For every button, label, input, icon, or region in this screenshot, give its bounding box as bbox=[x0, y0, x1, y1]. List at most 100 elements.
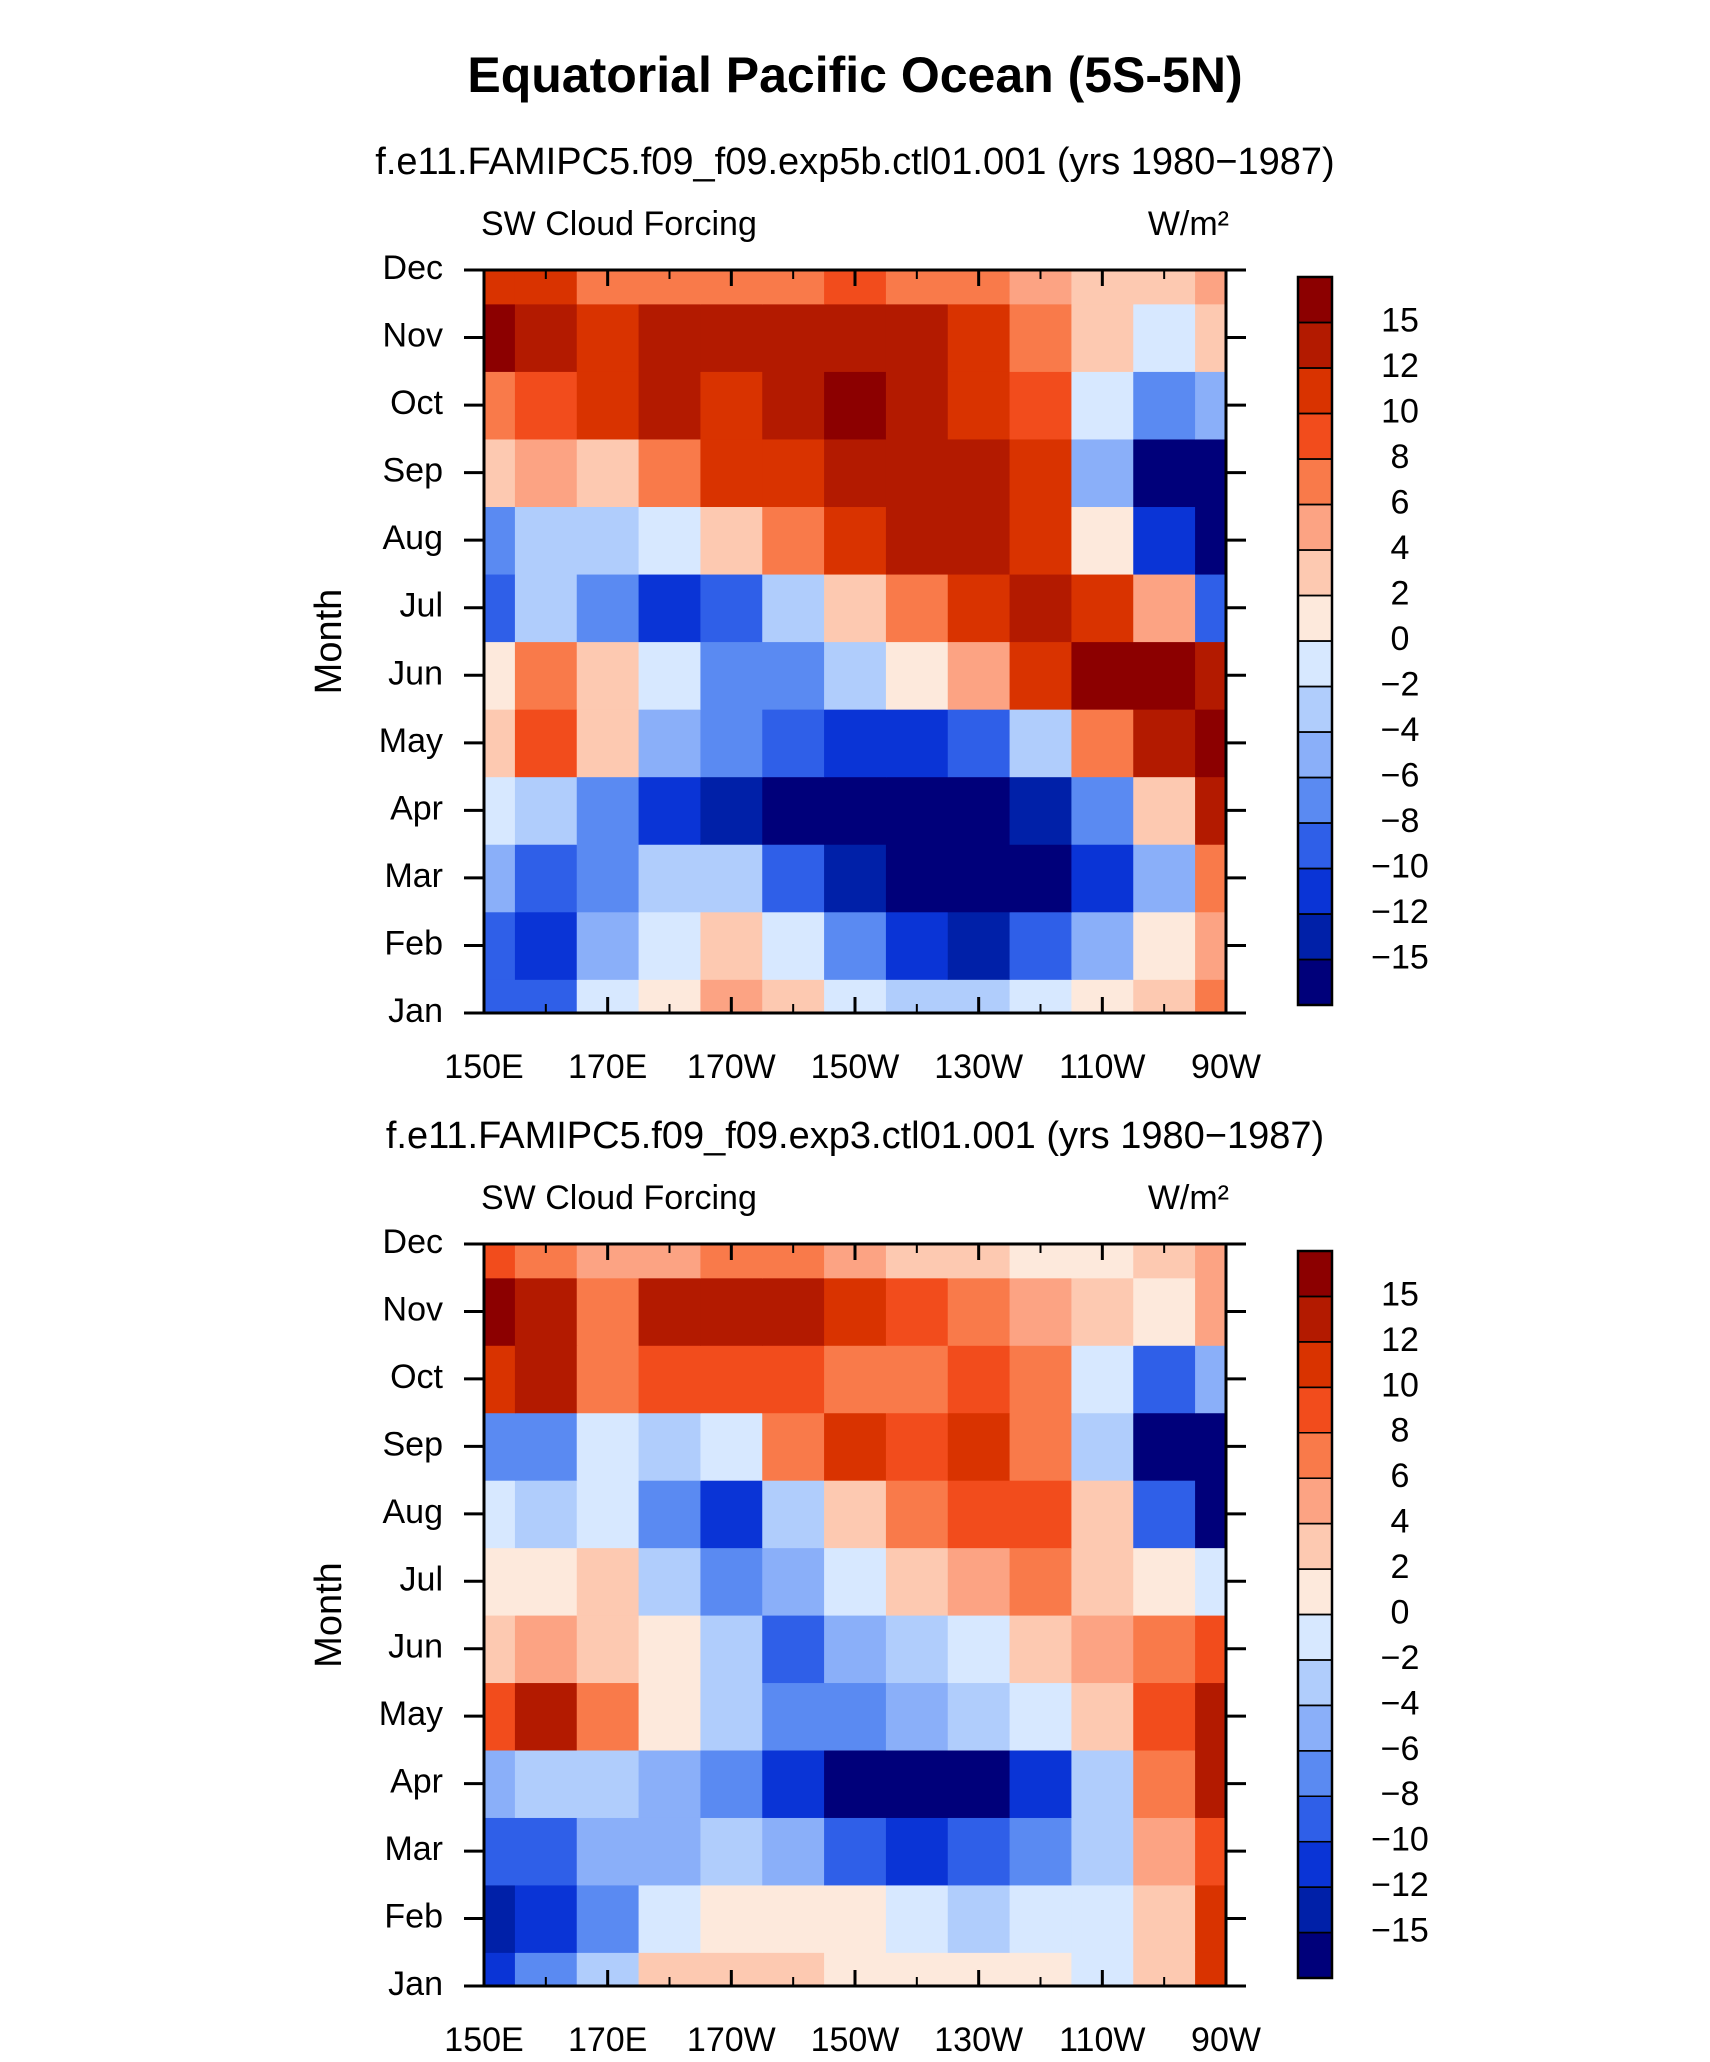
contour-cell bbox=[700, 303, 763, 372]
contour-cell bbox=[576, 1277, 640, 1346]
colorbar-label: 0 bbox=[1391, 1593, 1410, 1631]
contour-cell bbox=[1009, 1749, 1073, 1818]
contour-cell bbox=[514, 1480, 578, 1549]
contour-cell bbox=[514, 641, 578, 710]
y-tick-label: Jan bbox=[388, 992, 443, 1030]
contour-cell bbox=[484, 776, 516, 845]
contour-cell bbox=[1071, 776, 1134, 845]
contour-cell bbox=[1195, 573, 1226, 643]
colorbar-label: −6 bbox=[1381, 1730, 1420, 1768]
contour-cell bbox=[824, 303, 887, 372]
contour-cell bbox=[947, 1345, 1011, 1414]
contour-cell bbox=[576, 641, 640, 710]
contour-cell bbox=[1133, 506, 1196, 575]
colorbar-label: 2 bbox=[1391, 574, 1410, 612]
colorbar-box bbox=[1297, 1613, 1333, 1661]
colorbar-box bbox=[1297, 1522, 1333, 1570]
colorbar-label: 4 bbox=[1391, 529, 1410, 567]
contour-cell bbox=[700, 1345, 763, 1414]
contour-cell bbox=[1071, 1749, 1134, 1818]
contour-cell bbox=[1195, 979, 1226, 1013]
contour-cell bbox=[1133, 573, 1196, 643]
contour-cell bbox=[885, 371, 949, 440]
contour-cell bbox=[947, 1412, 1011, 1481]
contour-cell bbox=[1133, 303, 1196, 372]
contour-cell bbox=[1071, 1277, 1134, 1346]
contour-cell bbox=[638, 709, 702, 778]
contour-cell bbox=[700, 573, 763, 643]
contour-cell bbox=[885, 844, 949, 913]
y-axis-label: Month bbox=[308, 589, 350, 695]
colorbar-label: 10 bbox=[1381, 1366, 1419, 1404]
contour-cell bbox=[1133, 641, 1196, 710]
contour-cell bbox=[824, 641, 887, 710]
contour-cell bbox=[514, 1277, 578, 1346]
contour-cell bbox=[1133, 1480, 1196, 1549]
contour-cell bbox=[762, 1884, 825, 1953]
contour-cell bbox=[947, 1615, 1011, 1684]
contour-cell bbox=[947, 844, 1011, 913]
contour-cell bbox=[762, 641, 825, 710]
contour-cell bbox=[762, 1345, 825, 1414]
x-tick-label: 130W bbox=[934, 2021, 1023, 2059]
colorbar-box bbox=[1297, 1432, 1333, 1479]
colorbar-label: −8 bbox=[1381, 802, 1420, 840]
contour-cell bbox=[1195, 1244, 1226, 1279]
contour-cell bbox=[1009, 573, 1073, 643]
x-tick-label: 150W bbox=[811, 2021, 900, 2059]
contour-cell bbox=[514, 776, 578, 845]
x-tick-label: 150W bbox=[811, 1048, 900, 1086]
contour-cell bbox=[1071, 844, 1134, 913]
contour-cell bbox=[514, 1547, 578, 1616]
contour-cell bbox=[484, 1817, 516, 1886]
contour-cell bbox=[1009, 1682, 1073, 1751]
contour-cell bbox=[824, 438, 887, 508]
contour-cell bbox=[824, 844, 887, 913]
contour-cell bbox=[1133, 1817, 1196, 1886]
contour-cell bbox=[576, 709, 640, 778]
contour-cell bbox=[885, 776, 949, 845]
contour-cell bbox=[824, 709, 887, 778]
contour-cell bbox=[947, 371, 1011, 440]
panel: f.e11.FAMIPC5.f09_f09.exp5b.ctl01.001 (y… bbox=[308, 141, 1429, 1086]
contour-cell bbox=[638, 1749, 702, 1818]
contour-cell bbox=[484, 1884, 516, 1953]
contour-cell bbox=[638, 641, 702, 710]
contour-cell bbox=[700, 641, 763, 710]
contour-cell bbox=[1009, 1277, 1073, 1346]
contour-cell bbox=[1133, 1345, 1196, 1414]
contour-cell bbox=[885, 1682, 949, 1751]
contour-cell bbox=[576, 1412, 640, 1481]
contour-cell bbox=[484, 371, 516, 440]
contour-cell bbox=[576, 438, 640, 508]
contour-cell bbox=[762, 371, 825, 440]
contour-cell bbox=[638, 438, 702, 508]
contour-cell bbox=[1195, 911, 1226, 980]
contour-cell bbox=[824, 1817, 887, 1886]
colorbar-label: 10 bbox=[1381, 392, 1419, 430]
y-tick-label: Jan bbox=[388, 1965, 443, 2003]
contour-cell bbox=[514, 709, 578, 778]
contour-cell bbox=[947, 776, 1011, 845]
contour-cell bbox=[1071, 911, 1134, 980]
contour-cell bbox=[1133, 1884, 1196, 1953]
x-tick-label: 130W bbox=[934, 1048, 1023, 1086]
units-label: W/m² bbox=[1148, 205, 1229, 243]
contour-cell bbox=[484, 506, 516, 575]
contour-cell bbox=[700, 911, 763, 980]
colorbar-box bbox=[1297, 503, 1333, 551]
contour-cell bbox=[638, 506, 702, 575]
contour-cell bbox=[762, 1817, 825, 1886]
contour-cell bbox=[885, 1817, 949, 1886]
contour-cell bbox=[576, 1547, 640, 1616]
contour-cell bbox=[824, 506, 887, 575]
contour-cell bbox=[885, 1615, 949, 1684]
units-label: W/m² bbox=[1148, 1179, 1229, 1217]
contour-cell bbox=[514, 1345, 578, 1414]
contour-cell bbox=[1009, 371, 1073, 440]
contour-cell bbox=[638, 573, 702, 643]
contour-cell bbox=[484, 1615, 516, 1684]
contour-cell bbox=[576, 844, 640, 913]
y-tick-label: Nov bbox=[383, 1290, 443, 1328]
colorbar-box bbox=[1297, 1931, 1333, 1979]
